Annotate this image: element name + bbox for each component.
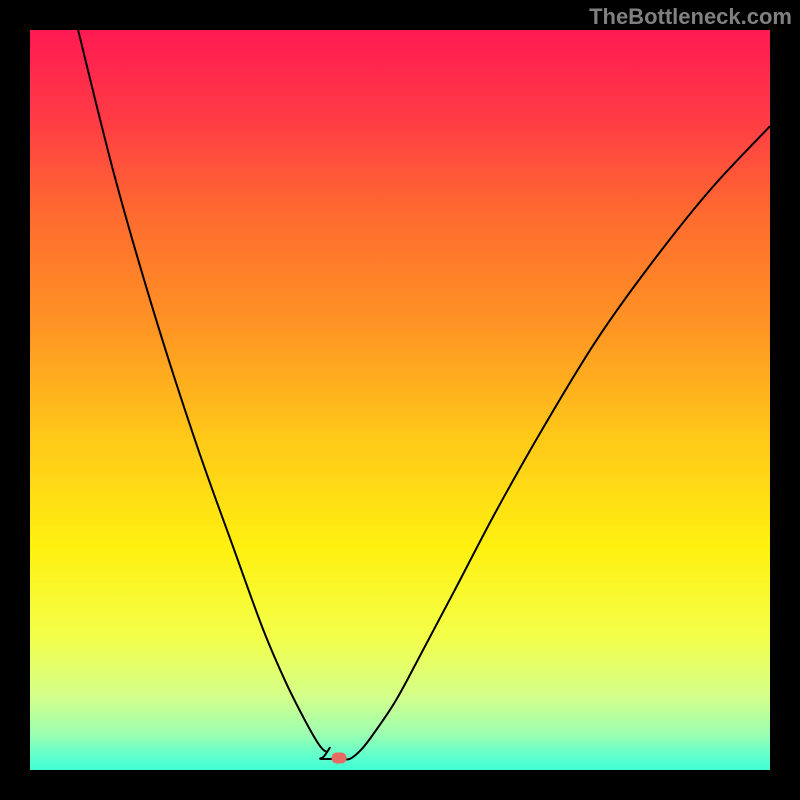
- minimum-marker: [332, 753, 347, 764]
- bottleneck-curve: [78, 30, 770, 760]
- plot-area: [30, 30, 770, 770]
- curve-svg: [30, 30, 770, 770]
- chart-container: TheBottleneck.com: [0, 0, 800, 800]
- watermark-text: TheBottleneck.com: [589, 4, 792, 30]
